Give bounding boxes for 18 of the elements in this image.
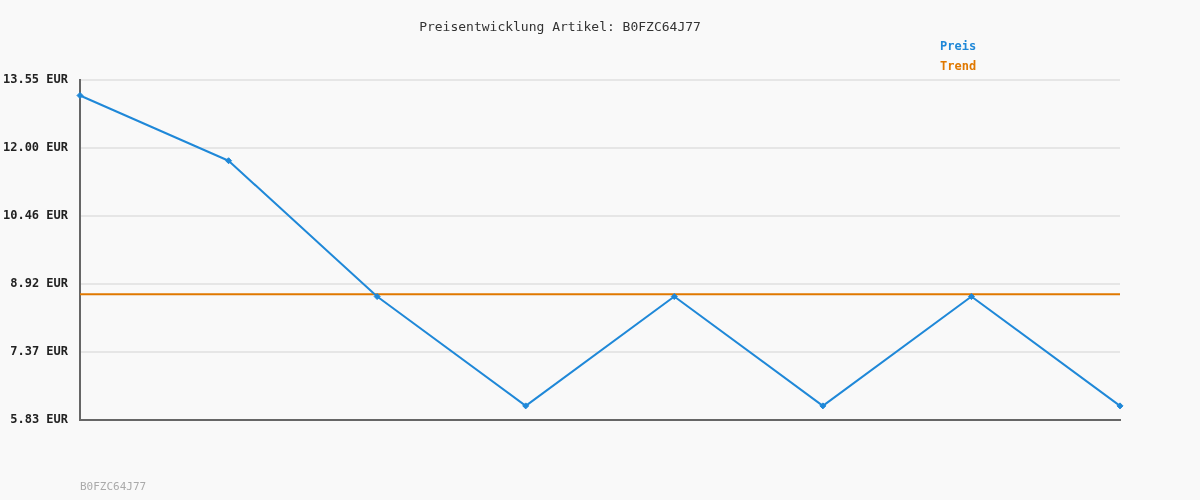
text: Trend (940, 58, 977, 75)
point (1116, 402, 1124, 410)
point (522, 402, 530, 410)
point (819, 402, 827, 410)
text: Preis (940, 38, 977, 55)
point (373, 293, 381, 301)
y-tick-label: 7.37 EUR (10, 344, 69, 359)
y-tick-label: 12.00 EUR (2, 140, 69, 155)
point (225, 157, 233, 165)
y-tick-label: 5.83 EUR (10, 412, 69, 427)
text: B0FZC64J77 (80, 479, 147, 493)
point (967, 293, 975, 301)
point (76, 91, 84, 99)
chart-title: Preisentwicklung Artikel: B0FZC64J77 (419, 19, 701, 35)
y-tick-label: 8.92 EUR (10, 275, 69, 290)
y-tick-label: 13.55 EUR (2, 71, 69, 86)
y-tick-label: 10.46 EUR (2, 207, 69, 222)
point (670, 293, 678, 301)
